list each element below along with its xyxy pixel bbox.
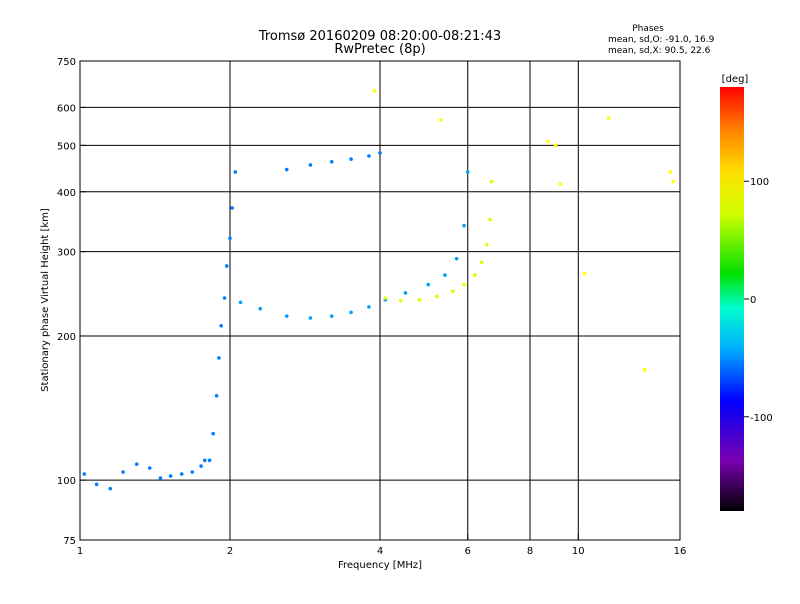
data-point [238, 300, 243, 305]
data-point [202, 458, 207, 463]
data-point [219, 324, 223, 328]
x-tick-label: 10 [572, 546, 585, 557]
data-point [403, 291, 408, 295]
y-tick-label: 500 [57, 141, 76, 152]
grid-lines [80, 61, 680, 540]
data-points [82, 88, 675, 491]
y-axis-label: Stationary phase Virtual Height [km] [40, 208, 51, 392]
data-point [454, 256, 459, 261]
data-point [82, 472, 87, 476]
data-point [417, 297, 422, 302]
data-point [168, 474, 173, 478]
data-point [258, 306, 263, 311]
x-tick-label: 4 [377, 546, 383, 557]
data-point [222, 296, 227, 300]
data-point [108, 486, 113, 491]
chart-subtitle: RwPretec (8p) [334, 42, 425, 57]
data-point [367, 305, 371, 309]
data-point [434, 294, 439, 299]
data-point [443, 273, 447, 277]
axis-ticks: 1 2 4 6 8 10 16 75 100 200 300 400 500 600 750 [57, 57, 686, 557]
data-point [158, 476, 163, 480]
data-point [606, 116, 611, 120]
colorbar-tick-label: 0 [750, 295, 756, 306]
data-point [190, 470, 195, 474]
y-tick-label: 750 [57, 57, 76, 68]
data-point [451, 289, 455, 294]
data-point [462, 282, 466, 287]
data-point [546, 139, 550, 144]
data-point [462, 223, 466, 228]
data-point [558, 182, 563, 186]
data-point [217, 356, 221, 360]
data-point [199, 464, 203, 468]
data-point [668, 170, 673, 174]
y-tick-label: 200 [57, 332, 76, 343]
data-point [329, 314, 334, 318]
data-point [349, 310, 353, 315]
data-point [465, 170, 470, 174]
data-point [94, 482, 99, 487]
colorbar-ticks: 100 0 -100 [744, 177, 773, 424]
y-tick-label: 300 [57, 248, 76, 259]
x-tick-label: 1 [77, 546, 83, 557]
data-point [308, 163, 313, 167]
x-tick-label: 8 [527, 546, 533, 557]
data-point [211, 431, 215, 436]
data-point [553, 143, 558, 148]
data-point [479, 260, 484, 265]
x-axis-label: Frequency [MHz] [338, 560, 422, 571]
x-tick-label: 2 [227, 546, 233, 557]
legend-x-mode: mean, sd,X: 90.5, 22.6 [608, 46, 711, 56]
data-point [473, 273, 477, 277]
data-point [484, 242, 489, 247]
data-point [284, 167, 289, 172]
colorbar [720, 87, 744, 511]
data-point [671, 179, 675, 184]
data-point [329, 159, 334, 164]
data-point [372, 88, 377, 93]
data-point [439, 118, 443, 122]
data-point [378, 151, 382, 155]
colorbar-label: [deg] [722, 74, 749, 85]
data-point [214, 394, 219, 398]
chart-title: Tromsø 20160209 08:20:00-08:21:43 [258, 29, 501, 44]
colorbar-tick-label: -100 [750, 413, 773, 424]
data-point [582, 271, 587, 276]
data-point [147, 466, 152, 470]
data-point [207, 458, 212, 463]
y-tick-label: 600 [57, 103, 76, 114]
data-point [284, 314, 289, 318]
data-point [643, 367, 647, 372]
data-point [349, 157, 353, 161]
y-tick-label: 400 [57, 188, 76, 199]
data-point [228, 236, 232, 240]
data-point [383, 296, 388, 300]
data-point [233, 170, 238, 174]
colorbar-tick-label: 100 [750, 177, 769, 188]
data-point [489, 179, 494, 184]
data-point [179, 472, 184, 476]
data-point [134, 462, 139, 466]
data-point [398, 298, 403, 303]
x-tick-label: 16 [674, 546, 687, 557]
data-point [367, 154, 371, 158]
data-point [224, 264, 229, 268]
data-point [488, 217, 492, 222]
y-tick-label: 100 [57, 476, 76, 487]
data-point [426, 282, 431, 287]
y-tick-label: 75 [63, 536, 76, 547]
legend-title: Phases [632, 24, 664, 34]
legend-o-mode: mean, sd,O: -91.0, 16.9 [608, 35, 715, 45]
x-tick-label: 6 [465, 546, 471, 557]
data-point [121, 470, 125, 474]
data-point [308, 316, 313, 320]
data-point [230, 206, 234, 210]
